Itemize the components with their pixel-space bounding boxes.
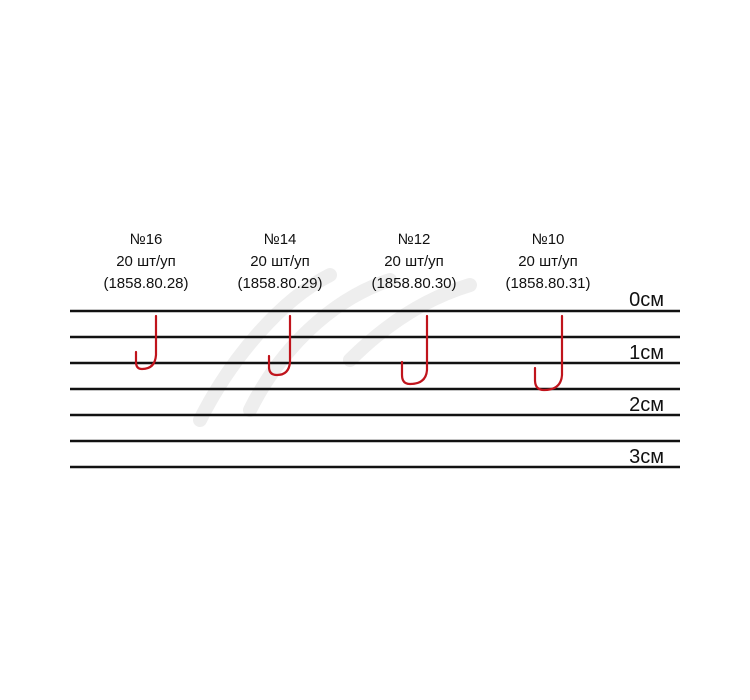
hook-label-12: №12 20 шт/уп (1858.80.30)	[349, 229, 479, 295]
hook-number: №12	[397, 231, 431, 248]
hook-code: (1858.80.30)	[371, 275, 457, 292]
scale-label-3cm: 3см	[629, 446, 664, 468]
scale-label-0cm: 0см	[629, 289, 664, 311]
hook-10-icon	[533, 314, 564, 392]
hook-code: (1858.80.29)	[237, 275, 323, 292]
hook-12-icon	[400, 314, 429, 386]
hook-code: (1858.80.28)	[103, 275, 189, 292]
hook-number: №16	[129, 231, 163, 248]
hook-pack: 20 шт/уп	[250, 253, 310, 270]
hook-number: №10	[531, 231, 565, 248]
hook-pack: 20 шт/уп	[116, 253, 176, 270]
hook-label-10: №10 20 шт/уп (1858.80.31)	[483, 229, 613, 295]
hook-number: №14	[263, 231, 297, 248]
watermark-logo	[193, 268, 477, 427]
hook-code: (1858.80.31)	[505, 275, 591, 292]
hook-label-16: №16 20 шт/уп (1858.80.28)	[81, 229, 211, 295]
hook-label-14: №14 20 шт/уп (1858.80.29)	[215, 229, 345, 295]
scale-label-1cm: 1см	[629, 342, 664, 364]
hook-pack: 20 шт/уп	[384, 253, 444, 270]
ruler-lines	[70, 309, 680, 469]
hook-16-icon	[134, 314, 158, 371]
hook-14-icon	[267, 314, 292, 377]
scale-label-2cm: 2см	[629, 394, 664, 416]
hook-pack: 20 шт/уп	[518, 253, 578, 270]
